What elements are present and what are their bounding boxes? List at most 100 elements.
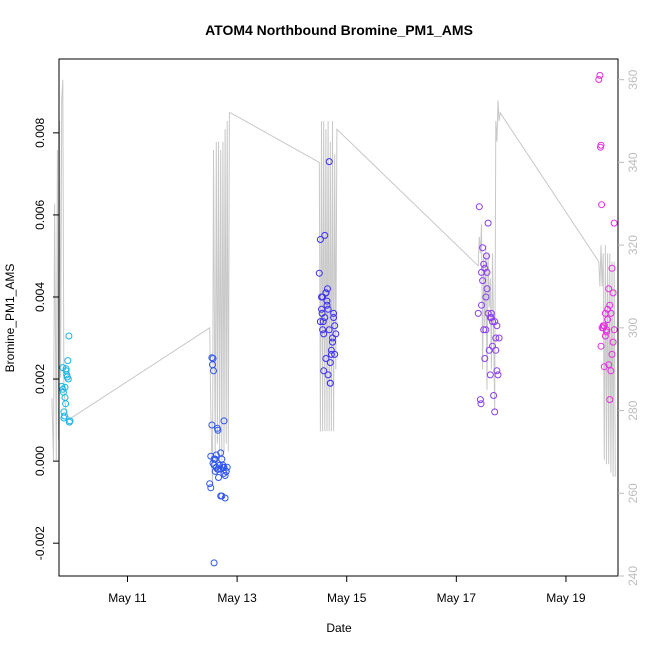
data-point bbox=[610, 326, 618, 334]
data-point bbox=[315, 269, 323, 277]
data-point bbox=[211, 467, 219, 475]
y2-tick-label: 260 bbox=[626, 483, 640, 503]
data-point bbox=[604, 316, 612, 324]
data-point bbox=[609, 338, 617, 346]
data-point bbox=[220, 469, 228, 477]
data-point bbox=[478, 301, 485, 309]
data-point bbox=[606, 301, 614, 309]
data-point bbox=[475, 203, 483, 211]
data-point bbox=[474, 309, 482, 317]
data-point bbox=[206, 480, 214, 488]
data-point bbox=[61, 383, 69, 391]
data-point bbox=[319, 326, 327, 334]
data-point bbox=[607, 367, 615, 375]
data-point bbox=[493, 367, 501, 375]
data-point bbox=[331, 322, 339, 330]
y2-tick-label: 340 bbox=[626, 152, 640, 172]
data-point bbox=[212, 451, 220, 459]
data-point bbox=[210, 559, 218, 567]
data-point bbox=[491, 318, 499, 326]
data-point bbox=[324, 285, 331, 293]
data-point bbox=[476, 396, 484, 404]
data-point bbox=[493, 322, 501, 330]
data-point bbox=[491, 408, 499, 416]
y2-tick-label: 240 bbox=[626, 566, 640, 586]
data-point bbox=[218, 455, 226, 463]
y-axis-label: Bromine_PM1_AMS bbox=[3, 264, 17, 373]
data-point bbox=[221, 494, 229, 502]
data-point bbox=[208, 421, 216, 429]
data-point bbox=[480, 326, 488, 334]
data-point bbox=[210, 367, 217, 375]
data-point bbox=[477, 400, 485, 408]
x-axis: May 11 May 13 May 15 May 17 May 19 bbox=[108, 576, 586, 605]
data-point bbox=[605, 361, 613, 369]
data-point bbox=[606, 396, 614, 404]
y-tick-label: 0.008 bbox=[33, 118, 47, 148]
data-point bbox=[610, 219, 618, 227]
data-point bbox=[483, 268, 491, 276]
data-point bbox=[596, 71, 604, 79]
data-point bbox=[65, 332, 73, 340]
data-point bbox=[480, 260, 488, 268]
y-tick-label: 0.006 bbox=[33, 200, 47, 230]
data-point bbox=[598, 201, 606, 209]
x-tick-label: May 15 bbox=[327, 591, 367, 605]
data-point bbox=[482, 326, 490, 334]
data-point bbox=[494, 371, 502, 379]
data-point bbox=[325, 158, 333, 166]
data-point bbox=[481, 355, 489, 362]
points-layer bbox=[58, 71, 618, 567]
data-point bbox=[62, 365, 70, 373]
data-point bbox=[495, 334, 503, 342]
data-point bbox=[61, 412, 68, 420]
data-point bbox=[486, 371, 494, 379]
x-tick-label: May 17 bbox=[437, 591, 477, 605]
y-tick-label: 0.000 bbox=[33, 446, 47, 476]
data-point bbox=[323, 301, 331, 309]
data-point bbox=[320, 367, 328, 375]
data-point bbox=[210, 455, 218, 463]
data-point bbox=[319, 318, 327, 326]
data-point bbox=[220, 417, 228, 425]
data-point bbox=[481, 264, 489, 272]
data-point bbox=[327, 346, 335, 354]
data-point bbox=[597, 141, 605, 149]
data-point bbox=[62, 400, 70, 408]
data-point bbox=[59, 385, 67, 393]
data-point bbox=[324, 371, 332, 379]
y-tick-label: 0.002 bbox=[33, 364, 47, 394]
data-point bbox=[209, 355, 217, 362]
data-point bbox=[482, 293, 490, 301]
y2-tick-label: 300 bbox=[626, 317, 640, 337]
plot-frame bbox=[58, 58, 619, 577]
data-point bbox=[597, 342, 605, 350]
x-tick-label: May 13 bbox=[217, 591, 257, 605]
data-point bbox=[66, 417, 74, 425]
x-tick-label: May 19 bbox=[546, 591, 586, 605]
data-point bbox=[215, 474, 222, 481]
data-point bbox=[489, 342, 496, 350]
data-point bbox=[487, 309, 495, 317]
y2-axis: 240 260 280 300 320 340 360 bbox=[618, 69, 640, 586]
data-point bbox=[321, 231, 329, 239]
data-point bbox=[316, 318, 324, 326]
data-point bbox=[322, 289, 330, 297]
y2-tick-label: 320 bbox=[626, 235, 640, 255]
data-point bbox=[603, 328, 610, 336]
data-point bbox=[325, 326, 333, 334]
data-point bbox=[209, 459, 217, 467]
data-point bbox=[595, 76, 603, 83]
data-point bbox=[324, 305, 332, 313]
data-point bbox=[64, 357, 72, 365]
data-point bbox=[223, 463, 231, 471]
data-point bbox=[320, 330, 328, 338]
y-tick-label: -0.002 bbox=[33, 526, 47, 560]
data-point bbox=[484, 219, 492, 227]
data-point bbox=[326, 359, 334, 367]
data-point bbox=[486, 314, 494, 321]
data-point bbox=[332, 330, 340, 338]
y2-tick-label: 280 bbox=[626, 400, 640, 420]
data-point bbox=[608, 264, 616, 272]
data-point bbox=[323, 297, 331, 305]
